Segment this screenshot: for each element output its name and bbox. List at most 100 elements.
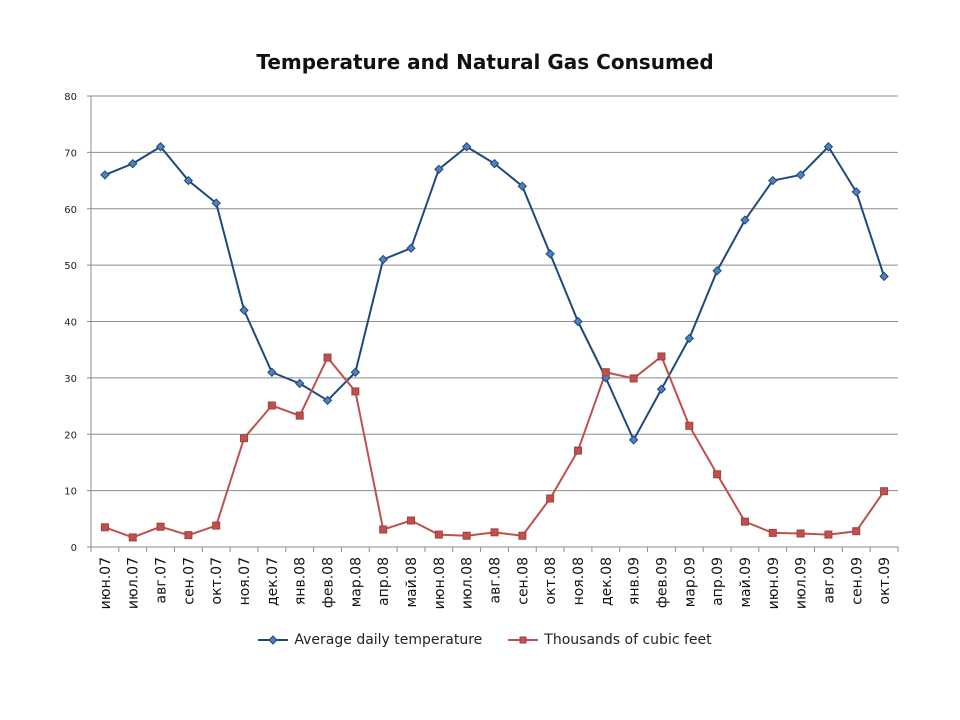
- data-point-temperature: [795, 170, 806, 180]
- legend-item-temperature: Average daily temperature: [258, 632, 482, 648]
- data-point-temperature: [350, 367, 361, 377]
- x-tick-label: июл.09: [794, 557, 810, 609]
- data-point-temperature: [211, 198, 221, 208]
- x-tick-label: мар.09: [682, 557, 698, 607]
- x-tick-label: авг.08: [488, 557, 504, 603]
- data-point-temperature: [100, 170, 110, 180]
- data-point-temperature: [628, 435, 639, 445]
- data-point-temperature: [434, 164, 444, 174]
- data-point-gas: [657, 352, 666, 361]
- data-point-gas: [629, 374, 638, 383]
- data-point-gas: [407, 516, 416, 525]
- y-axis: 0 10 20 30 40 50 60 70 80: [64, 92, 92, 554]
- data-point-gas: [601, 368, 610, 377]
- legend-item-gas: Thousands of cubic feet: [508, 632, 712, 648]
- y-tick-label: 30: [64, 374, 77, 385]
- data-point-gas: [713, 470, 722, 479]
- x-tick-label: апр.08: [376, 557, 392, 606]
- data-point-temperature: [545, 249, 555, 259]
- data-point-gas: [462, 531, 471, 540]
- data-point-gas: [824, 530, 833, 539]
- data-point-gas: [546, 494, 555, 503]
- y-tick-label: 0: [71, 543, 77, 554]
- data-point-temperature: [823, 142, 834, 152]
- x-tick-label: авг.09: [821, 557, 837, 603]
- x-tick-label: июн.09: [766, 557, 782, 609]
- y-tick-label: 50: [64, 261, 77, 272]
- data-point-temperature: [267, 367, 277, 377]
- x-tick-label: май.08: [404, 557, 420, 608]
- data-point-temperature: [461, 142, 472, 152]
- x-tick-label: фев.08: [321, 557, 337, 608]
- x-tick-label: окт.07: [209, 557, 225, 604]
- data-point-gas: [880, 487, 889, 496]
- data-point-temperature: [489, 158, 500, 169]
- data-point-temperature: [573, 316, 583, 327]
- x-axis: июн.07 июл.07 авг.07 сен.07 окт.07 ноя.07 дек.…: [90, 547, 899, 609]
- data-point-gas: [212, 521, 221, 530]
- x-tick-label: окт.08: [543, 557, 559, 604]
- y-tick-label: 70: [64, 148, 77, 159]
- data-point-temperature: [155, 142, 166, 152]
- data-point-gas: [518, 531, 527, 540]
- data-point-gas: [128, 533, 137, 542]
- series-markers: [100, 142, 889, 542]
- series-line-1: [104, 355, 885, 539]
- x-tick-label: фев.09: [654, 557, 670, 608]
- x-tick-label: июл.08: [460, 557, 476, 609]
- y-tick-label: 40: [64, 318, 77, 329]
- x-tick-label: дек.08: [599, 557, 615, 606]
- y-tick-label: 60: [64, 205, 77, 216]
- legend-square-icon: [508, 636, 539, 644]
- data-point-gas: [685, 421, 694, 430]
- data-point-gas: [573, 446, 582, 455]
- y-tick-label: 20: [64, 430, 77, 441]
- x-tick-label: сен.08: [515, 557, 531, 605]
- x-tick-label: окт.09: [877, 557, 893, 604]
- data-point-temperature: [740, 215, 750, 225]
- x-tick-label: дек.07: [265, 557, 281, 606]
- data-point-temperature: [294, 378, 305, 389]
- data-point-temperature: [406, 243, 416, 253]
- data-point-gas: [768, 528, 777, 537]
- x-tick-label: июн.08: [432, 557, 448, 609]
- x-tick-label: май.09: [738, 557, 754, 608]
- x-tick-label: ноя.07: [237, 557, 253, 605]
- legend-label-temperature: Average daily temperature: [294, 632, 483, 648]
- x-tick-label: июл.07: [126, 557, 142, 609]
- gridlines: [91, 95, 898, 548]
- data-point-gas: [184, 531, 193, 540]
- data-point-temperature: [239, 305, 249, 315]
- x-tick-label: янв.08: [293, 557, 309, 605]
- data-point-temperature: [684, 333, 695, 344]
- data-point-temperature: [712, 266, 722, 276]
- x-tick-label: июн.07: [98, 557, 114, 609]
- data-point-temperature: [378, 254, 388, 265]
- x-tick-label: сен.07: [181, 557, 197, 605]
- data-point-gas: [240, 434, 249, 443]
- data-point-temperature: [851, 187, 861, 197]
- legend: Average daily temperature Thousands of c…: [0, 632, 960, 648]
- x-tick-label: сен.09: [849, 557, 865, 605]
- data-point-gas: [434, 530, 443, 539]
- x-tick-label: авг.07: [154, 557, 170, 603]
- x-tick-label: апр.09: [710, 557, 726, 606]
- y-tick-label: 10: [64, 487, 77, 498]
- data-point-gas: [100, 523, 109, 532]
- chart-title: Temperature and Natural Gas Consumed: [256, 50, 714, 74]
- y-tick-label: 80: [64, 92, 77, 103]
- data-point-gas: [295, 411, 304, 420]
- series-lines: [104, 145, 886, 539]
- data-point-gas: [351, 387, 360, 396]
- data-point-temperature: [183, 175, 194, 186]
- data-point-temperature: [517, 181, 528, 191]
- data-point-gas: [490, 528, 499, 537]
- data-point-gas: [379, 525, 388, 534]
- legend-diamond-icon: [258, 635, 289, 645]
- data-point-gas: [267, 401, 276, 410]
- legend-label-gas: Thousands of cubic feet: [544, 632, 712, 648]
- data-point-temperature: [656, 384, 667, 394]
- series-line-0: [104, 145, 886, 441]
- data-point-gas: [156, 522, 165, 531]
